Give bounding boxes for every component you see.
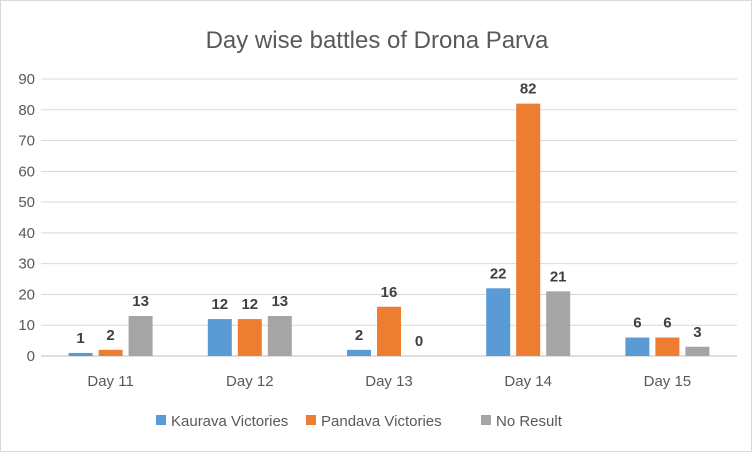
data-label: 12 (211, 296, 228, 313)
y-tick-label: 10 (18, 317, 35, 334)
data-label: 0 (415, 333, 423, 350)
y-tick-label: 90 (18, 71, 35, 88)
y-tick-label: 30 (18, 256, 35, 273)
bar (267, 315, 292, 356)
bar (685, 346, 710, 356)
data-label: 13 (271, 293, 288, 310)
legend-label: Kaurava Victories (171, 413, 288, 430)
legend-item: Kaurava Victories (156, 413, 288, 430)
x-tick-label: Day 15 (644, 373, 692, 390)
chart-title: Day wise battles of Drona Parva (206, 27, 549, 54)
legend-item: No Result (481, 413, 563, 430)
data-label: 6 (633, 315, 641, 332)
legend-swatch (306, 415, 316, 425)
legend-label: No Result (496, 413, 563, 430)
data-label: 82 (520, 81, 537, 98)
bar (237, 319, 262, 356)
bar (655, 337, 680, 356)
bar (516, 103, 541, 356)
data-label: 16 (381, 284, 398, 301)
bar (128, 315, 153, 356)
y-tick-label: 20 (18, 286, 35, 303)
data-label: 22 (490, 265, 507, 282)
bar (68, 352, 93, 356)
bar (207, 319, 232, 356)
data-label: 2 (355, 327, 363, 344)
x-tick-label: Day 11 (87, 373, 133, 390)
bar (486, 288, 511, 356)
data-label: 6 (663, 315, 671, 332)
data-label: 13 (132, 293, 149, 310)
bar (347, 349, 371, 356)
y-tick-label: 80 (18, 102, 35, 119)
gridlines (41, 78, 737, 357)
y-tick-label: 0 (27, 348, 35, 365)
bar (625, 337, 650, 356)
data-label: 21 (550, 268, 567, 285)
x-tick-label: Day 14 (504, 373, 552, 390)
legend-swatch (156, 415, 166, 425)
y-tick-label: 40 (18, 225, 35, 242)
bar (98, 349, 123, 356)
legend-swatch (481, 415, 491, 425)
y-axis: 0 10 20 30 40 50 60 70 80 90 (18, 71, 35, 365)
y-tick-label: 70 (18, 133, 35, 150)
x-tick-label: Day 12 (226, 373, 274, 390)
legend-item: Pandava Victories (306, 413, 442, 430)
data-label: 1 (76, 330, 84, 347)
x-axis: Day 11 Day 12 Day 13 Day 14 Day 15 (87, 373, 691, 390)
y-tick-label: 50 (18, 194, 35, 211)
y-tick-label: 60 (18, 163, 35, 180)
x-tick-label: Day 13 (365, 373, 413, 390)
data-label: 3 (693, 324, 701, 341)
bar (377, 306, 401, 356)
bar (546, 291, 571, 356)
data-label: 12 (241, 296, 258, 313)
legend-label: Pandava Victories (321, 413, 442, 430)
data-label: 2 (106, 327, 114, 344)
legend: Kaurava Victories Pandava Victories No Res… (156, 413, 563, 430)
